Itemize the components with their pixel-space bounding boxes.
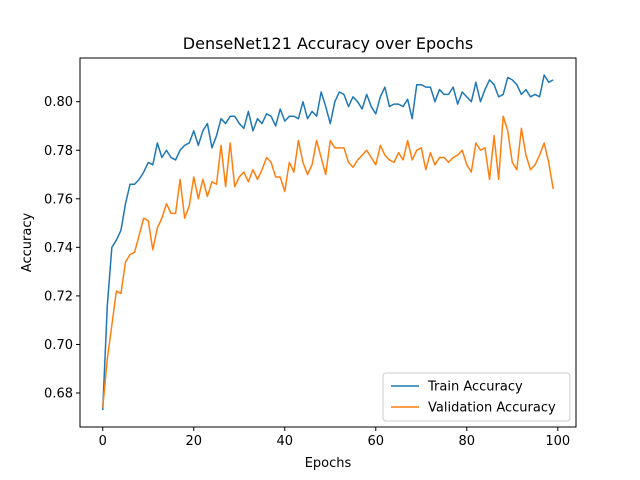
x-tick-label: 40 <box>276 434 293 449</box>
plot-frame <box>79 57 577 428</box>
x-tick-label: 20 <box>185 434 202 449</box>
y-tick-label: 0.68 <box>44 387 73 402</box>
series-line-1 <box>102 115 554 408</box>
x-tick-label: 100 <box>545 434 570 449</box>
x-axis-ticks: 0 20 40 60 80 100 <box>99 427 570 449</box>
y-tick-label: 0.70 <box>44 338 73 353</box>
series-lines <box>102 74 554 411</box>
series-line-0 <box>102 74 554 411</box>
legend: Train Accuracy Validation Accuracy <box>382 372 571 422</box>
y-axis-ticks: 0.68 0.70 0.72 0.74 0.76 0.78 0.80 <box>44 95 80 402</box>
y-tick-label: 0.72 <box>44 289 73 304</box>
legend-label-0: Train Accuracy <box>427 380 523 395</box>
y-tick-label: 0.78 <box>44 144 73 159</box>
chart-title: DenseNet121 Accuracy over Epochs <box>183 34 473 53</box>
y-tick-label: 0.76 <box>44 192 73 207</box>
legend-label-1: Validation Accuracy <box>428 401 556 416</box>
x-tick-label: 80 <box>459 434 476 449</box>
y-axis-label: Accuracy <box>20 213 35 273</box>
plot-area <box>80 58 576 427</box>
y-tick-label: 0.80 <box>44 95 73 110</box>
x-axis-label: Epochs <box>305 456 352 471</box>
legend-box <box>382 372 571 422</box>
y-tick-label: 0.74 <box>44 241 73 256</box>
x-tick-label: 0 <box>99 434 107 449</box>
x-tick-label: 60 <box>368 434 385 449</box>
